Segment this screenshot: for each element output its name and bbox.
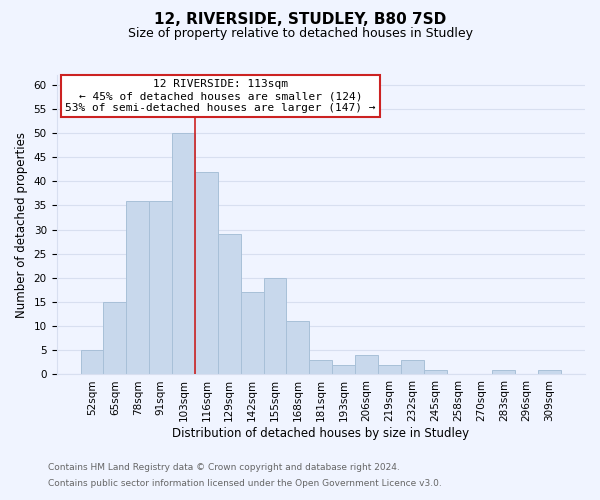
X-axis label: Distribution of detached houses by size in Studley: Distribution of detached houses by size … <box>172 427 469 440</box>
Y-axis label: Number of detached properties: Number of detached properties <box>15 132 28 318</box>
Bar <box>172 133 195 374</box>
Bar <box>332 365 355 374</box>
Text: 12 RIVERSIDE: 113sqm
← 45% of detached houses are smaller (124)
53% of semi-deta: 12 RIVERSIDE: 113sqm ← 45% of detached h… <box>65 80 376 112</box>
Bar <box>401 360 424 374</box>
Bar <box>286 322 310 374</box>
Text: Contains public sector information licensed under the Open Government Licence v3: Contains public sector information licen… <box>48 478 442 488</box>
Bar <box>241 292 263 374</box>
Text: Contains HM Land Registry data © Crown copyright and database right 2024.: Contains HM Land Registry data © Crown c… <box>48 464 400 472</box>
Bar <box>80 350 103 374</box>
Bar <box>218 234 241 374</box>
Bar <box>103 302 127 374</box>
Bar <box>310 360 332 374</box>
Bar <box>538 370 561 374</box>
Bar <box>195 172 218 374</box>
Bar <box>493 370 515 374</box>
Bar <box>355 355 378 374</box>
Bar <box>424 370 446 374</box>
Bar <box>263 278 286 374</box>
Bar <box>149 200 172 374</box>
Text: 12, RIVERSIDE, STUDLEY, B80 7SD: 12, RIVERSIDE, STUDLEY, B80 7SD <box>154 12 446 28</box>
Bar <box>127 200 149 374</box>
Bar <box>378 365 401 374</box>
Text: Size of property relative to detached houses in Studley: Size of property relative to detached ho… <box>128 28 473 40</box>
